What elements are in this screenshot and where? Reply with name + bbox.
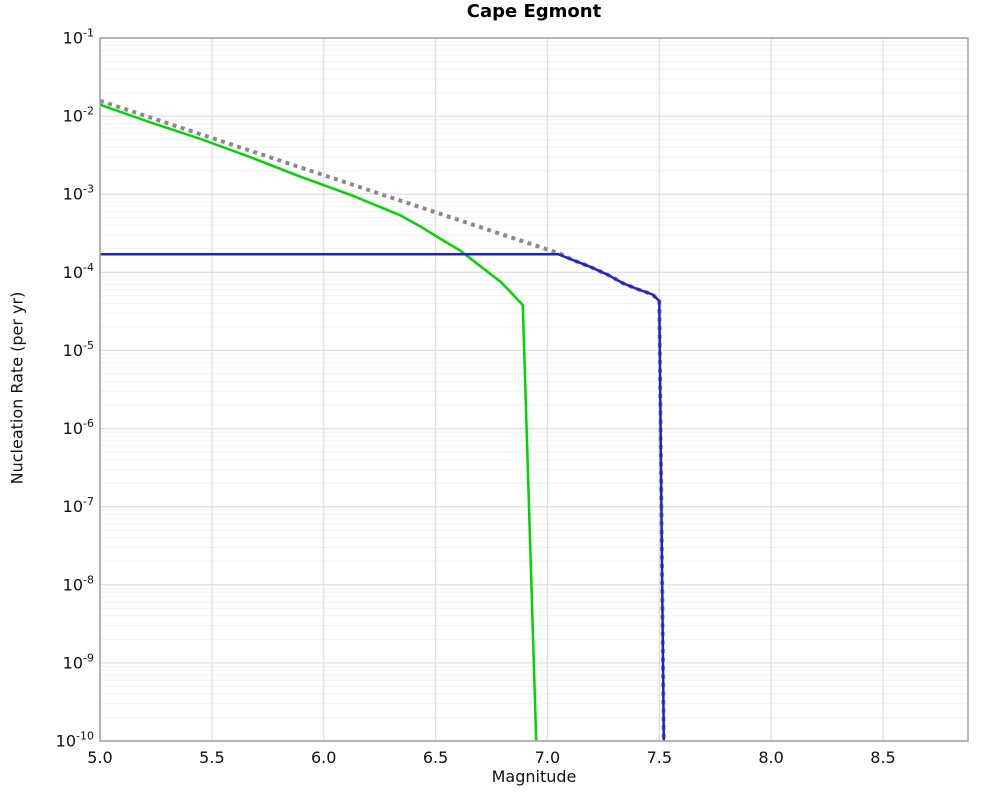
- chart-title: Cape Egmont: [466, 1, 602, 22]
- y-tick-label: 10-1: [63, 27, 94, 48]
- x-tick-label: 8.5: [870, 748, 895, 767]
- y-tick-label: 10-10: [56, 730, 94, 751]
- y-tick-label: 10-6: [63, 417, 94, 438]
- y-tick-label: 10-7: [63, 495, 94, 516]
- x-axis-label: Magnitude: [491, 767, 577, 786]
- x-tick-label: 5.5: [199, 748, 224, 767]
- plot-border: [99, 37, 969, 742]
- x-tick-label: 6.0: [311, 748, 336, 767]
- y-gridlines-minor: [100, 41, 968, 718]
- y-axis-label: Nucleation Rate (per yr): [7, 291, 27, 485]
- series-tapered-green-curve: [99, 103, 538, 742]
- x-tick-label: 5.0: [87, 748, 112, 767]
- x-tick-label: 7.0: [535, 748, 560, 767]
- x-tick-label: 7.5: [647, 748, 672, 767]
- y-tick-label: 10-8: [63, 573, 94, 594]
- series-characteristic-blue-curve: [100, 253, 666, 742]
- x-tick-label: 8.0: [758, 748, 783, 767]
- series-gutenberg-richter-dotted: [99, 98, 666, 742]
- x-tick-label: 6.5: [423, 748, 448, 767]
- y-tick-label: 10-2: [63, 105, 94, 126]
- y-tick-label: 10-5: [63, 339, 94, 360]
- y-tick-label: 10-3: [63, 183, 94, 204]
- y-tick-label: 10-9: [63, 651, 94, 672]
- y-tick-label: 10-4: [63, 261, 94, 282]
